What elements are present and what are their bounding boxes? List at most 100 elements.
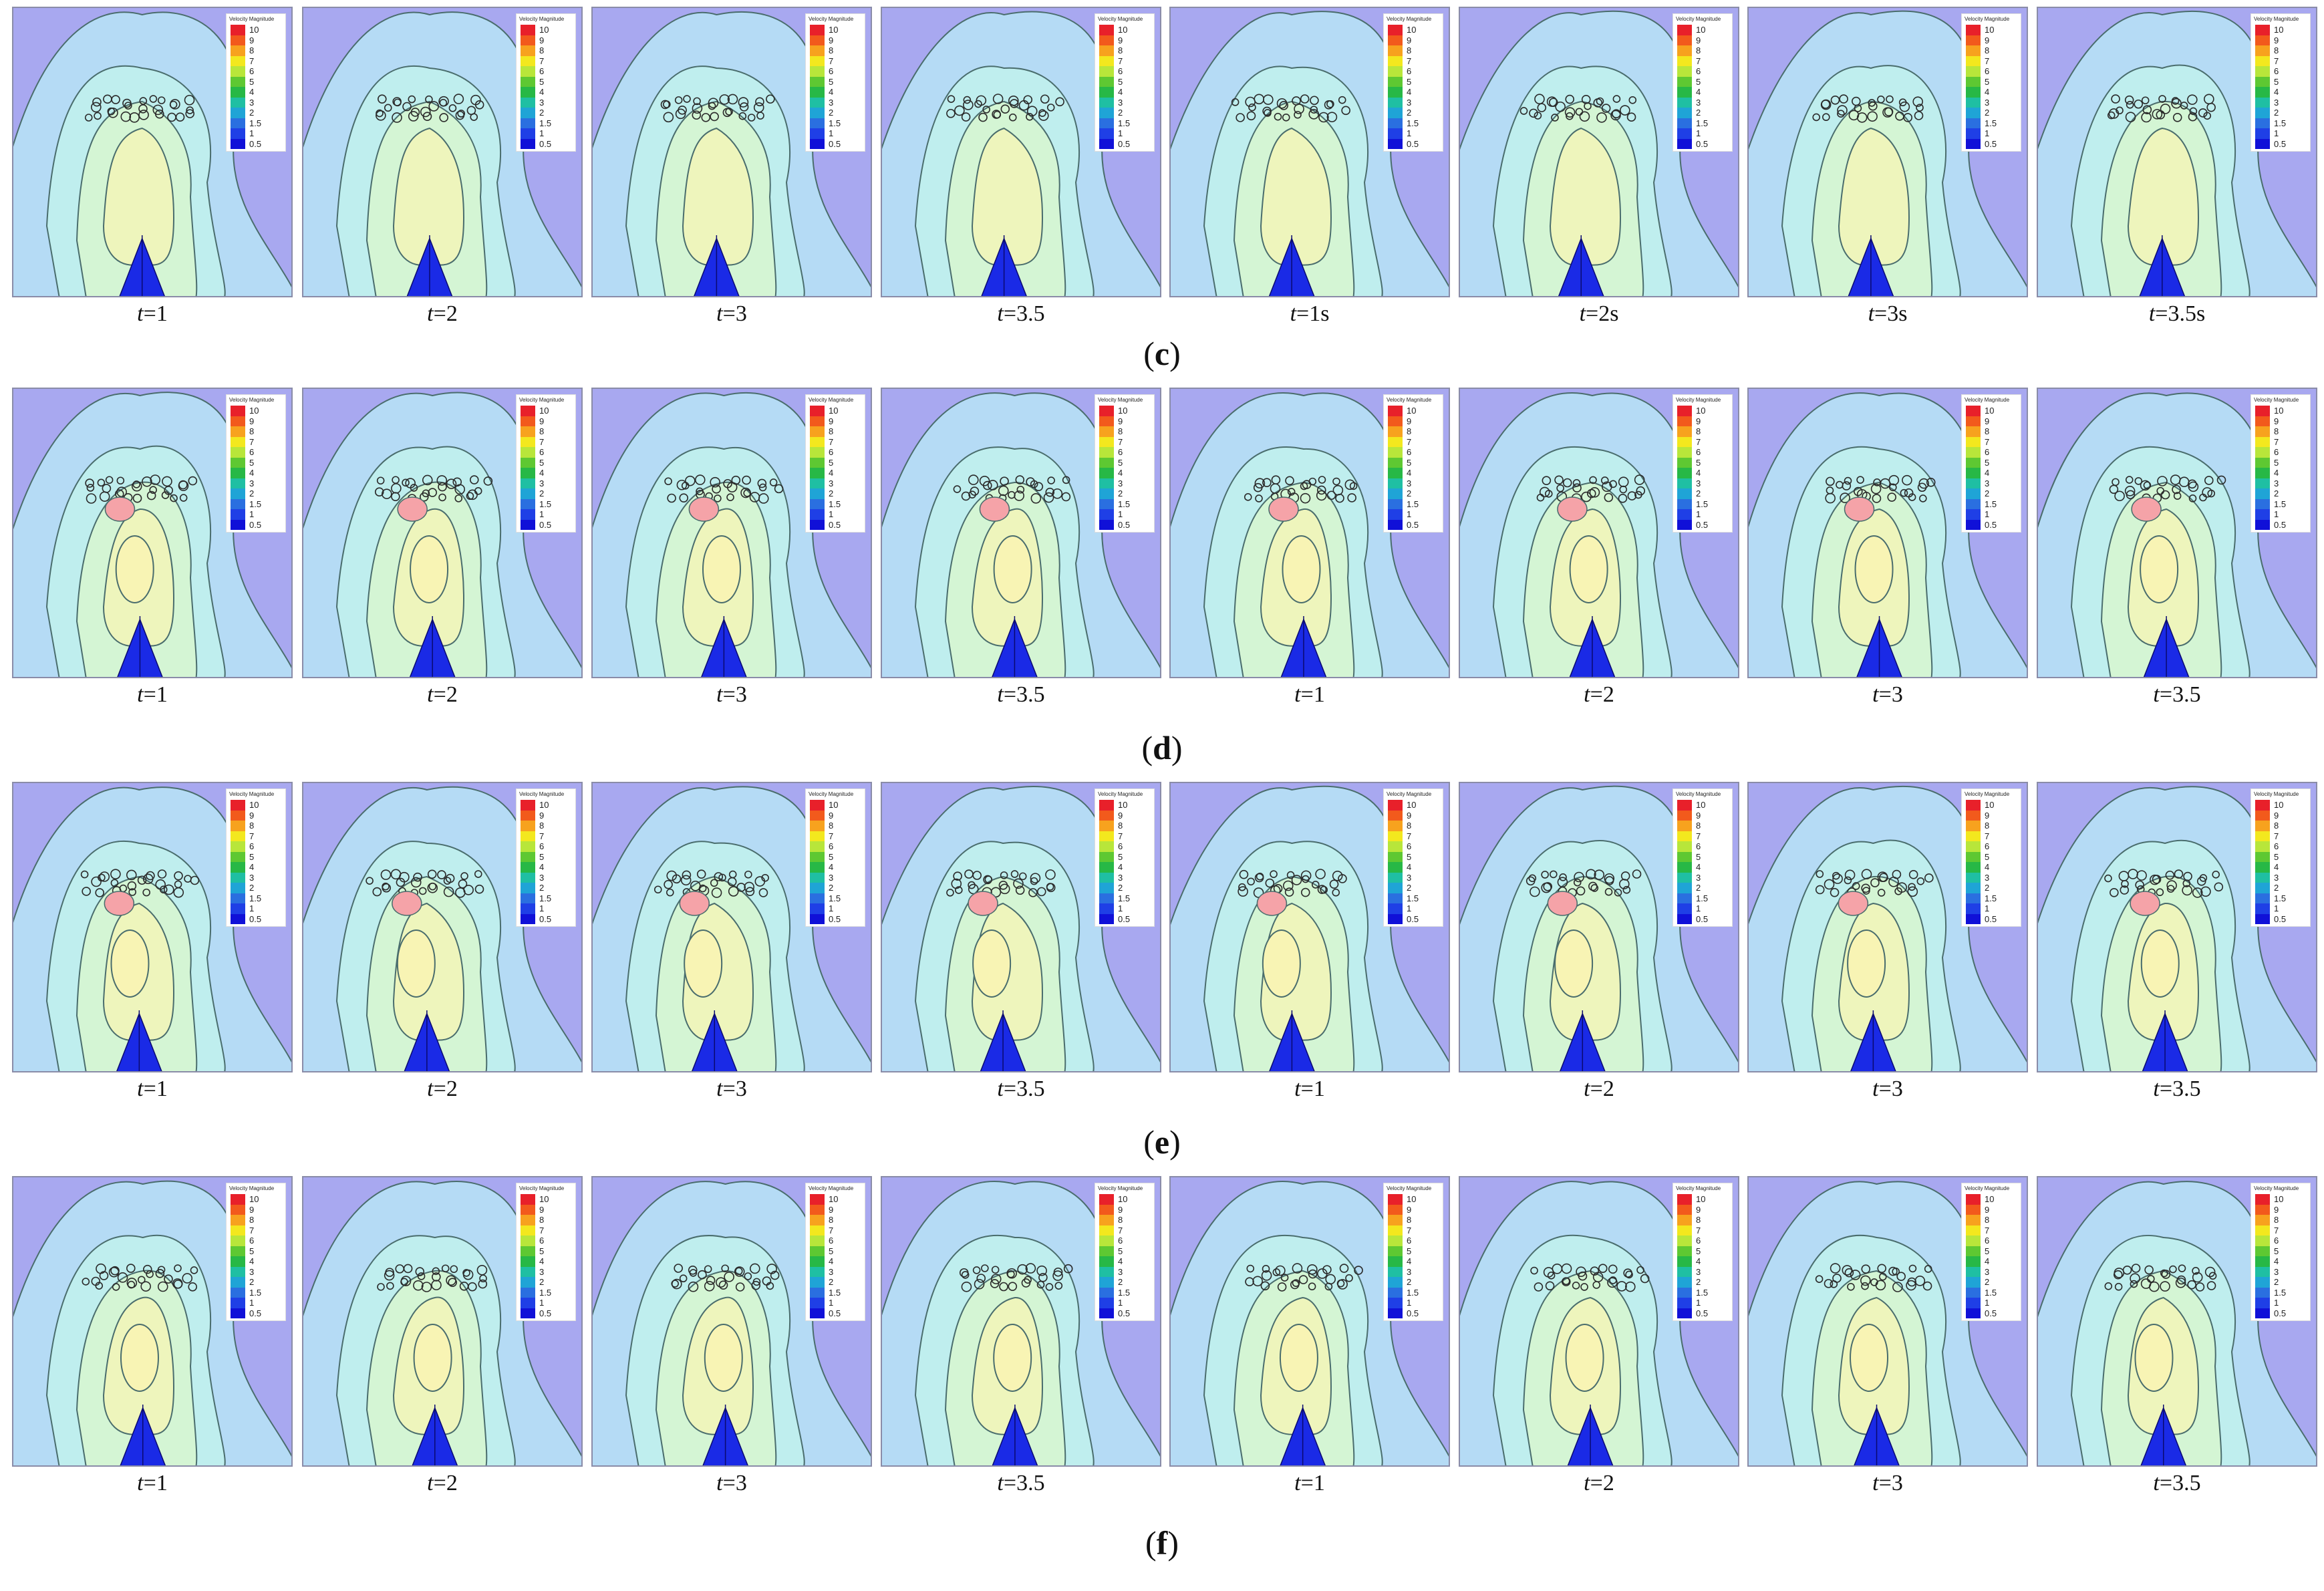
colorbar-swatch — [1966, 468, 1981, 478]
colorbar-swatch — [1966, 1266, 1981, 1277]
colorbar-tick-label: 7 — [539, 436, 545, 447]
colorbar-swatch — [231, 97, 245, 108]
colorbar-tick-label: 10 — [1985, 1194, 1995, 1204]
colorbar-swatch — [521, 468, 535, 478]
colorbar-swatch — [231, 1194, 245, 1205]
paren-open: ( — [1143, 335, 1155, 372]
colorbar-tick-label: 1 — [1407, 128, 1412, 138]
colorbar-swatch — [810, 87, 825, 98]
colorbar-swatch — [810, 800, 825, 811]
velocity-field — [1171, 11, 1449, 296]
colorbar-swatch — [1677, 128, 1692, 139]
colorbar-swatch — [1966, 903, 1981, 914]
colorbar-tick-label: 6 — [829, 1236, 834, 1246]
paren-open: ( — [1143, 1123, 1155, 1161]
colorbar-swatch — [1966, 1298, 1981, 1308]
colorbar-tick-label: 5 — [1118, 76, 1123, 87]
colorbar-tick-label: 5 — [829, 457, 834, 468]
time-caption: t=2 — [302, 682, 583, 708]
colorbar-swatch — [1677, 831, 1692, 841]
colorbar-swatch — [231, 1236, 245, 1246]
contour-panel: Velocity Magnitude 10 9 8 7 6 5 4 3 2 1.5 1 0.5 t=3.5 — [2037, 782, 2317, 1113]
colorbar-tick-label: 4 — [539, 468, 545, 478]
colorbar-swatch — [1099, 913, 1114, 924]
time-value: 3.5 — [1016, 1076, 1045, 1101]
colorbar-tick-label: 6 — [539, 841, 545, 851]
colorbar-tick-label: 1 — [2274, 1298, 2279, 1308]
colorbar-swatch — [1677, 66, 1692, 77]
colorbar-legend: Velocity Magnitude 10 9 8 7 6 5 4 3 2 1.5 1 0.5 — [1961, 394, 2021, 533]
time-caption: t=3 — [1747, 682, 2028, 708]
colorbar-swatch — [810, 108, 825, 118]
colorbar-swatch — [231, 1204, 245, 1215]
colorbar-swatch — [2255, 1215, 2270, 1225]
colorbar-swatch — [810, 1225, 825, 1236]
colorbar-tick-label: 2 — [829, 488, 834, 498]
colorbar-swatch — [231, 810, 245, 821]
colorbar-legend: Velocity Magnitude 10 9 8 7 6 5 4 3 2 1.5 1 0.5 — [516, 394, 576, 533]
contour-plot: Velocity Magnitude 10 9 8 7 6 5 4 3 2 1.5 1 0.5 — [881, 7, 1161, 297]
colorbar-swatch — [1388, 821, 1403, 831]
colorbar-tick-label: 3 — [249, 478, 255, 488]
colorbar-swatch — [1388, 488, 1403, 499]
colorbar-swatch — [1966, 519, 1981, 530]
colorbar-tick-label: 1.5 — [1696, 498, 1709, 509]
equals-sign: = — [143, 1076, 156, 1101]
colorbar-swatch — [2255, 1194, 2270, 1205]
contour-panel: Velocity Magnitude 10 9 8 7 6 5 4 3 2 1.5 1 0.5 t=1 — [12, 1176, 293, 1507]
colorbar-title: Velocity Magnitude — [1965, 1185, 2010, 1191]
colorbar-tick-label: 10 — [2274, 406, 2284, 416]
time-symbol: t — [1584, 1471, 1590, 1495]
colorbar-swatch — [231, 841, 245, 852]
subfigure-letter: c — [1154, 335, 1170, 372]
velocity-field — [2038, 10, 2316, 296]
colorbar-tick-label: 0.5 — [2274, 138, 2287, 149]
colorbar-tick-label: 1 — [249, 128, 255, 138]
colorbar-swatch — [521, 55, 535, 66]
colorbar-tick-label: 4 — [1696, 87, 1701, 97]
colorbar-tick-label: 10 — [1118, 25, 1128, 35]
equals-sign: = — [722, 1076, 736, 1101]
time-caption: t=2s — [1459, 301, 1739, 327]
time-value: 1 — [156, 1076, 168, 1101]
velocity-field — [1460, 392, 1738, 677]
colorbar-tick-label: 7 — [1118, 831, 1123, 841]
colorbar-tick-label: 6 — [2274, 447, 2279, 457]
colorbar-swatch — [231, 872, 245, 883]
velocity-field — [1460, 1181, 1738, 1465]
colorbar-tick-label: 8 — [1407, 821, 1412, 831]
colorbar-tick-label: 10 — [829, 800, 839, 810]
contour-panel: Velocity Magnitude 10 9 8 7 6 5 4 3 2 1.5 1 0.5 t=3.5 — [2037, 1176, 2317, 1507]
colorbar-tick-label: 4 — [249, 1256, 255, 1266]
colorbar-tick-label: 6 — [1985, 1236, 1990, 1246]
contour-plot: Velocity Magnitude 10 9 8 7 6 5 4 3 2 1.5 1 0.5 — [2037, 1176, 2317, 1467]
equals-sign: = — [1590, 682, 1603, 707]
colorbar-tick-label: 6 — [829, 841, 834, 851]
colorbar-tick-label: 6 — [1696, 447, 1701, 457]
colorbar-tick-label: 2 — [1118, 1277, 1123, 1287]
colorbar-swatch — [2255, 1308, 2270, 1318]
time-symbol: t — [1294, 1471, 1301, 1495]
colorbar-tick-label: 9 — [539, 35, 545, 45]
colorbar-tick-label: 1.5 — [1985, 118, 1997, 128]
contour-level-5 — [396, 929, 436, 998]
turbulent-band — [1815, 1263, 1932, 1292]
colorbar-swatch — [1966, 872, 1981, 883]
colorbar-tick-label: 3 — [249, 1266, 255, 1277]
colorbar-swatch — [521, 138, 535, 149]
colorbar-tick-label: 8 — [249, 45, 255, 55]
equals-sign: = — [143, 682, 156, 707]
colorbar-swatch — [2255, 851, 2270, 862]
time-value: 3.5 — [1016, 1471, 1045, 1495]
colorbar-tick-label: 9 — [1407, 416, 1412, 426]
time-caption: t=3.5 — [2037, 682, 2317, 708]
turbulent-band — [2107, 94, 2216, 123]
turbulent-band — [946, 94, 1064, 122]
colorbar-legend: Velocity Magnitude 10 9 8 7 6 5 4 3 2 1.5 1 0.5 — [1383, 1183, 1443, 1321]
colorbar-swatch — [1966, 108, 1981, 118]
velocity-field — [1460, 785, 1738, 1071]
colorbar-swatch — [810, 883, 825, 893]
turbulent-band — [653, 869, 769, 898]
colorbar-tick-label: 0.5 — [249, 913, 262, 924]
colorbar-tick-label: 10 — [1696, 25, 1706, 35]
